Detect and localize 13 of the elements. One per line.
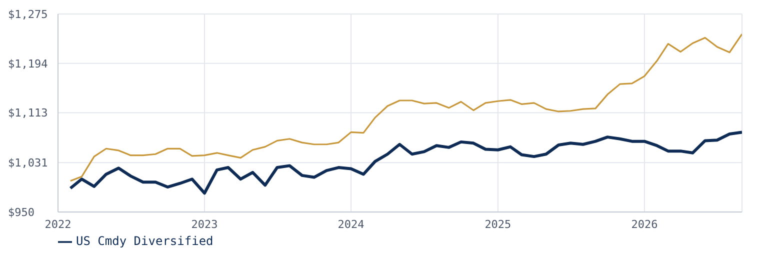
y-tick-label: $1,194 [8,57,48,70]
y-tick-label: $1,113 [8,106,48,120]
y-tick-label: $1,275 [8,8,48,21]
y-tick-label: $950 [8,206,34,219]
x-tick-label: 2026 [631,218,658,231]
x-tick-label: 2023 [191,218,218,231]
legend-label: US Cmdy Diversified [76,234,214,248]
x-tick-label: 2024 [338,218,365,231]
line-series [70,33,742,182]
x-tick-label: 2022 [44,218,72,231]
y-tick-label: $1,031 [8,156,48,170]
line-series [68,130,742,195]
x-tick-label: 2025 [484,218,512,231]
